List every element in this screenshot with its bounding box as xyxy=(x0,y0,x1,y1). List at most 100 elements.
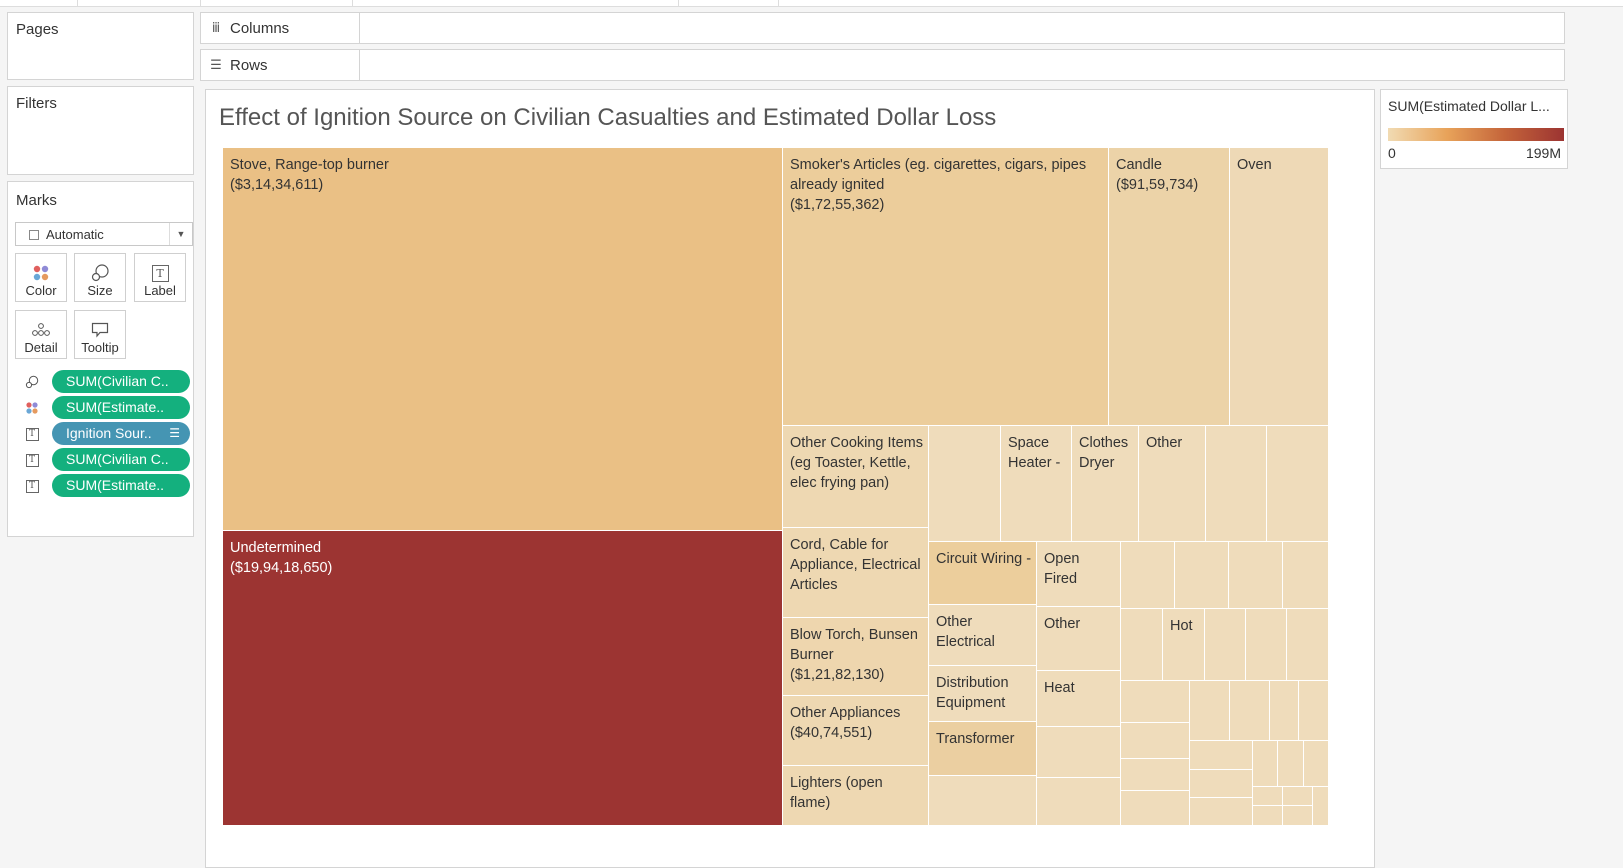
color-button[interactable]: Color xyxy=(15,253,67,302)
treemap-cell-category: Space Heater - xyxy=(1008,435,1061,471)
mark-field-color[interactable]: SUM(Estimate.. xyxy=(25,396,195,420)
filters-shelf[interactable]: Filters xyxy=(7,86,194,175)
treemap-cell-value: ($3,14,34,611) xyxy=(230,177,324,193)
treemap-cell[interactable]: Stove, Range-top burner ($3,14,34,611) xyxy=(223,148,783,531)
mark-field-size[interactable]: SUM(Civilian C.. xyxy=(25,370,195,394)
treemap-cell[interactable] xyxy=(1253,806,1283,826)
treemap-cell[interactable] xyxy=(1229,542,1283,609)
treemap-cell[interactable]: Heat xyxy=(1037,671,1121,727)
color-legend[interactable]: SUM(Estimated Dollar L... 0 199M xyxy=(1380,89,1568,169)
treemap-cell-value: ($19,94,18,650) xyxy=(230,560,333,576)
mark-type-dropdown[interactable]: Automatic ▼ xyxy=(15,222,193,246)
columns-shelf[interactable]: ⅲ Columns xyxy=(200,12,1565,44)
treemap-cell-label: Cord, Cable for Appliance, Electrical Ar… xyxy=(790,535,924,595)
treemap-cell[interactable]: Oven xyxy=(1230,148,1329,426)
treemap-cell[interactable]: Other Cooking Items (eg Toaster, Kettle,… xyxy=(783,426,929,528)
treemap-cell-label: Undetermined ($19,94,18,650) xyxy=(230,538,778,578)
mark-field-label-loss[interactable]: T SUM(Estimate.. xyxy=(25,474,195,498)
treemap-cell[interactable] xyxy=(1283,806,1313,826)
tooltip-button[interactable]: Tooltip xyxy=(74,310,126,359)
mark-field-label-ignition[interactable]: T Ignition Sour.. ☰ xyxy=(25,422,195,446)
rows-shelf[interactable]: ☰ Rows xyxy=(200,49,1565,81)
treemap-cell[interactable]: Other xyxy=(1037,607,1121,671)
treemap-cell-category: Oven xyxy=(1237,157,1272,173)
treemap-cell[interactable]: Open Fired xyxy=(1037,542,1121,607)
treemap-cell-category: Other xyxy=(1146,435,1183,451)
treemap-cell[interactable] xyxy=(1270,681,1299,741)
treemap-cell[interactable] xyxy=(1267,426,1329,542)
treemap-cell[interactable] xyxy=(1190,798,1253,826)
treemap-cell[interactable] xyxy=(1253,787,1283,806)
treemap-cell[interactable] xyxy=(1313,787,1329,826)
columns-label: Columns xyxy=(230,19,290,37)
tooltip-button-label: Tooltip xyxy=(81,340,119,355)
treemap-cell[interactable] xyxy=(929,426,1001,542)
treemap-cell[interactable] xyxy=(1121,723,1190,759)
treemap-cell[interactable] xyxy=(1190,770,1253,798)
treemap-cell-label: Distribution Equipment xyxy=(936,673,1032,713)
treemap-cell[interactable] xyxy=(1121,791,1190,826)
treemap-cell[interactable]: Space Heater - xyxy=(1001,426,1072,542)
treemap-cell-value: ($1,21,82,130) xyxy=(790,667,885,683)
treemap-cell[interactable]: Transformer xyxy=(929,722,1037,776)
pill-ignition-source-label[interactable]: Ignition Sour.. ☰ xyxy=(52,422,190,445)
treemap-cell[interactable]: Blow Torch, Bunsen Burner ($1,21,82,130) xyxy=(783,618,929,696)
treemap-cell-value: ($1,72,55,362) xyxy=(790,197,885,213)
marks-title: Marks xyxy=(16,192,57,209)
treemap-cell-label: Transformer xyxy=(936,729,1032,749)
detail-button[interactable]: Detail xyxy=(15,310,67,359)
treemap-cell[interactable]: Candle ($91,59,734) xyxy=(1109,148,1230,426)
treemap-cell[interactable] xyxy=(1037,727,1121,778)
treemap-cell-category: Circuit Wiring - xyxy=(936,551,1032,567)
pill-civilian-casualties-label[interactable]: SUM(Civilian C.. xyxy=(52,448,190,471)
pill-civilian-casualties-size[interactable]: SUM(Civilian C.. xyxy=(52,370,190,393)
pill-estimated-loss-color[interactable]: SUM(Estimate.. xyxy=(52,396,190,419)
treemap-cell[interactable] xyxy=(1205,609,1246,681)
treemap-cell[interactable] xyxy=(1121,542,1175,609)
treemap-cell[interactable] xyxy=(1283,787,1313,806)
treemap-cell-category: Other Appliances xyxy=(790,705,901,721)
treemap-cell[interactable]: Clothes Dryer xyxy=(1072,426,1139,542)
treemap-cell[interactable]: Smoker's Articles (eg. cigarettes, cigar… xyxy=(783,148,1109,426)
treemap-cell[interactable] xyxy=(1246,609,1287,681)
treemap-cell[interactable] xyxy=(1253,741,1278,787)
treemap-cell-label: Open Fired xyxy=(1044,549,1116,589)
chevron-down-icon[interactable]: ▼ xyxy=(169,223,192,245)
treemap-cell-label: Hot xyxy=(1170,616,1200,636)
treemap-cell[interactable]: Undetermined ($19,94,18,650) xyxy=(223,531,783,826)
treemap-cell[interactable]: Other Appliances ($40,74,551) xyxy=(783,696,929,766)
treemap-cell[interactable]: Other Electrical xyxy=(929,605,1037,666)
treemap-cell[interactable]: Cord, Cable for Appliance, Electrical Ar… xyxy=(783,528,929,618)
treemap-cell[interactable] xyxy=(1283,542,1329,609)
treemap-cell[interactable] xyxy=(1121,759,1190,791)
mark-field-label-casualties[interactable]: T SUM(Civilian C.. xyxy=(25,448,195,472)
label-button[interactable]: T Label xyxy=(134,253,186,302)
toolbar-strip xyxy=(0,0,1623,7)
treemap-cell[interactable] xyxy=(1278,741,1304,787)
treemap-cell-category: Distribution Equipment xyxy=(936,675,1009,711)
pages-label: Pages xyxy=(16,21,59,38)
treemap-cell[interactable] xyxy=(1299,681,1329,741)
treemap-cell-label: Candle ($91,59,734) xyxy=(1116,155,1225,195)
treemap-cell[interactable]: Hot xyxy=(1163,609,1205,681)
treemap[interactable]: Stove, Range-top burner ($3,14,34,611) Und… xyxy=(223,148,1329,827)
treemap-cell[interactable]: Circuit Wiring - xyxy=(929,542,1037,605)
treemap-cell-category: Hot xyxy=(1170,618,1193,634)
pages-shelf[interactable]: Pages xyxy=(7,12,194,80)
treemap-cell[interactable] xyxy=(1230,681,1270,741)
treemap-cell[interactable]: Other xyxy=(1139,426,1206,542)
treemap-cell[interactable] xyxy=(1190,681,1230,741)
treemap-cell[interactable] xyxy=(1037,778,1121,826)
treemap-cell[interactable] xyxy=(1175,542,1229,609)
treemap-cell[interactable] xyxy=(929,776,1037,826)
size-button[interactable]: Size xyxy=(74,253,126,302)
treemap-cell[interactable] xyxy=(1121,681,1190,723)
treemap-cell[interactable] xyxy=(1287,609,1329,681)
treemap-cell[interactable]: Distribution Equipment xyxy=(929,666,1037,722)
treemap-cell[interactable] xyxy=(1206,426,1267,542)
treemap-cell[interactable] xyxy=(1304,741,1329,787)
treemap-cell[interactable]: Lighters (open flame) xyxy=(783,766,929,826)
treemap-cell[interactable] xyxy=(1190,741,1253,770)
treemap-cell[interactable] xyxy=(1121,609,1163,681)
pill-estimated-loss-label[interactable]: SUM(Estimate.. xyxy=(52,474,190,497)
